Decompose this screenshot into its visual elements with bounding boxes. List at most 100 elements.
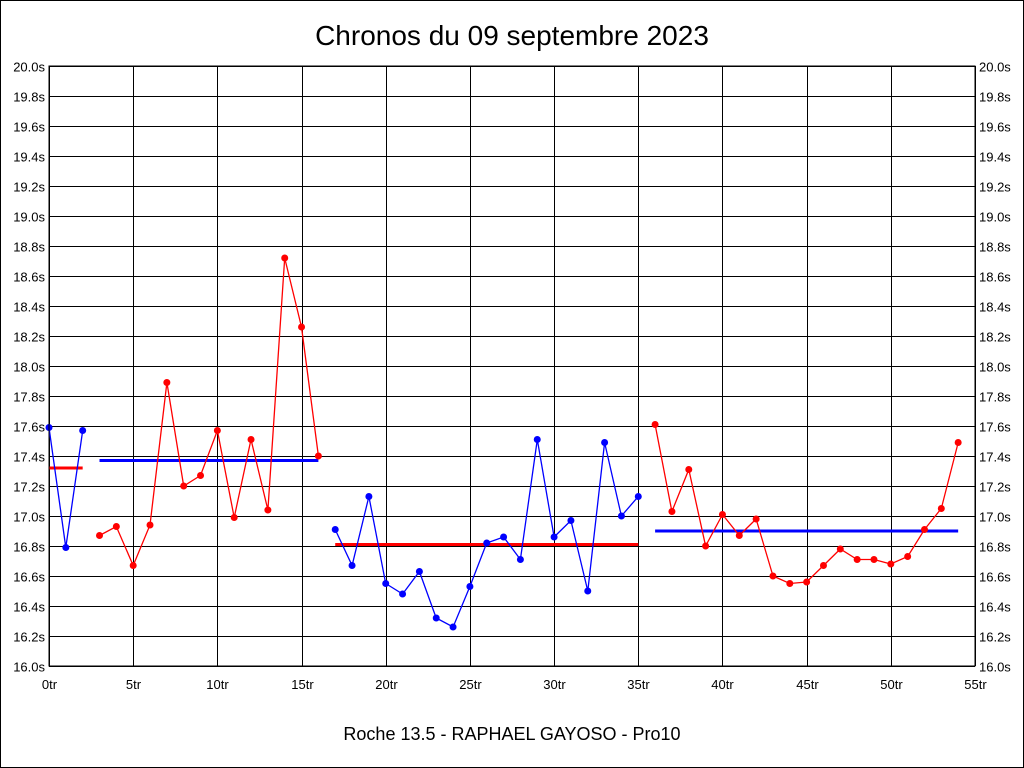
data-point <box>483 539 491 547</box>
data-point <box>112 523 120 530</box>
data-point <box>937 505 945 512</box>
data-point <box>230 514 238 521</box>
data-point <box>348 562 356 569</box>
y-tick-label-left: 18.8s <box>13 240 45 255</box>
data-point <box>197 472 205 479</box>
data-point <box>79 427 87 434</box>
y-tick-label-left: 17.4s <box>13 450 45 465</box>
y-tick-label-left: 17.0s <box>13 510 45 525</box>
data-point <box>786 580 794 587</box>
x-tick-label: 45tr <box>796 677 819 692</box>
y-tick-label-right: 18.4s <box>979 300 1011 315</box>
x-axis-label: Roche 13.5 - RAPHAEL GAYOSO - Pro10 <box>343 724 680 744</box>
series-line <box>654 424 959 585</box>
data-point <box>281 254 289 262</box>
data-point <box>466 583 474 590</box>
y-tick-label-right: 16.6s <box>979 570 1011 585</box>
y-tick-label-right: 18.0s <box>979 360 1011 375</box>
data-point <box>584 587 592 595</box>
tick-labels: 16.0s 16.0s 16.2s 16.2s 16.4s 16.4s 16.6s 16.6s… <box>13 60 1011 693</box>
data-point <box>264 506 272 514</box>
y-tick-label-left: 18.0s <box>13 360 45 375</box>
y-tick-label-right: 17.0s <box>979 510 1011 525</box>
x-tick-label: 25tr <box>459 677 482 692</box>
data-point <box>853 556 861 563</box>
y-tick-label-right: 18.6s <box>979 270 1011 285</box>
data-point <box>533 436 541 443</box>
y-tick-label-left: 19.4s <box>13 150 45 165</box>
data-point <box>180 482 188 490</box>
segment-1 <box>45 424 87 551</box>
y-tick-label-left: 19.0s <box>13 210 45 225</box>
segment-3 <box>331 436 642 631</box>
y-tick-label-right: 17.6s <box>979 420 1011 435</box>
data-point <box>718 511 726 518</box>
data-point <box>298 323 306 331</box>
grid <box>49 66 976 667</box>
y-tick-label-left: 16.8s <box>13 540 45 555</box>
data-point <box>735 532 743 539</box>
x-tick-label: 15tr <box>291 677 314 692</box>
data-point <box>62 544 70 551</box>
chart-title: Chronos du 09 septembre 2023 <box>315 20 709 51</box>
data-point <box>887 560 895 568</box>
data-point <box>634 493 642 500</box>
y-tick-label-right: 16.0s <box>979 660 1011 675</box>
x-tick-label: 10tr <box>206 677 229 692</box>
y-tick-label-right: 18.2s <box>979 330 1011 345</box>
data-point <box>399 590 407 598</box>
y-tick-label-right: 17.2s <box>979 480 1011 495</box>
data-point <box>870 556 878 563</box>
y-tick-label-right: 19.4s <box>979 150 1011 165</box>
data-point <box>213 427 221 434</box>
y-tick-label-left: 16.4s <box>13 600 45 615</box>
y-tick-label-right: 19.0s <box>979 210 1011 225</box>
series-line <box>334 439 639 628</box>
x-tick-label: 0tr <box>42 677 58 692</box>
segment-4 <box>651 421 962 587</box>
data-point <box>331 526 339 533</box>
y-tick-label-right: 19.2s <box>979 180 1011 195</box>
x-tick-label: 55tr <box>964 677 987 692</box>
y-tick-label-left: 17.8s <box>13 390 45 405</box>
data-point <box>96 532 104 539</box>
y-tick-label-right: 16.2s <box>979 630 1011 645</box>
y-tick-label-left: 19.6s <box>13 120 45 135</box>
data-point <box>247 436 255 443</box>
mean-lines <box>49 459 959 546</box>
y-tick-label-right: 19.6s <box>979 120 1011 135</box>
data-point <box>601 439 609 446</box>
data-point <box>146 521 154 529</box>
y-tick-label-left: 20.0s <box>13 60 45 75</box>
data-point <box>954 439 962 446</box>
data-point <box>819 562 827 569</box>
data-point <box>920 526 928 533</box>
x-tick-label: 20tr <box>375 677 398 692</box>
y-tick-label-left: 18.4s <box>13 300 45 315</box>
plot-area-border <box>48 65 976 667</box>
series-line <box>48 427 84 548</box>
series-lines <box>45 254 962 631</box>
data-point <box>314 452 322 460</box>
data-point <box>904 553 912 560</box>
y-tick-label-right: 17.8s <box>979 390 1011 405</box>
y-tick-label-right: 18.8s <box>979 240 1011 255</box>
y-tick-label-right: 16.8s <box>979 540 1011 555</box>
data-point <box>415 568 423 575</box>
x-tick-label: 5tr <box>126 677 142 692</box>
data-point <box>617 512 625 520</box>
y-tick-label-left: 17.6s <box>13 420 45 435</box>
data-point <box>752 515 760 523</box>
data-point <box>651 421 659 428</box>
y-tick-label-left: 16.0s <box>13 660 45 675</box>
data-point <box>769 572 777 580</box>
data-point <box>500 533 508 541</box>
x-tick-label: 40tr <box>711 677 734 692</box>
y-tick-label-right: 16.4s <box>979 600 1011 615</box>
data-point <box>668 508 676 515</box>
data-point <box>129 562 137 569</box>
y-tick-label-right: 19.8s <box>979 90 1011 105</box>
data-point <box>550 533 558 541</box>
data-point <box>163 379 171 386</box>
